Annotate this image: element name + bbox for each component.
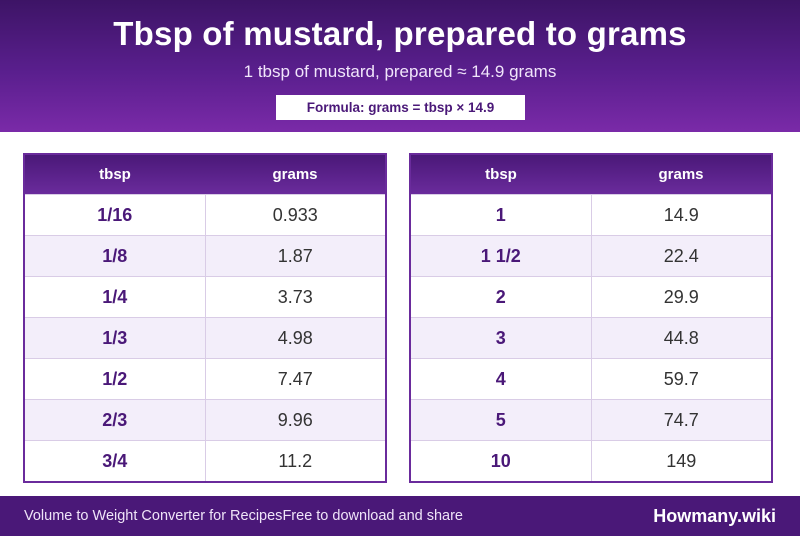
page-title: Tbsp of mustard, prepared to grams [113,15,687,52]
tbsp-cell: 1/16 [25,195,206,235]
tbsp-cell: 1/4 [25,277,206,317]
table-body: 1/16 0.933 1/8 1.87 1/4 3.73 1/3 4.98 1/… [25,194,385,481]
table-row: 1/4 3.73 [25,276,385,317]
grams-cell: 1.87 [277,245,313,266]
grams-cell: 14.9 [663,204,699,225]
page-subtitle: 1 tbsp of mustard, prepared ≈ 14.9 grams [243,62,557,81]
tbsp-cell: 2/3 [25,400,206,440]
footer-bar: Volume to Weight Converter for RecipesFr… [0,496,800,536]
column-header-tbsp: tbsp [485,166,517,183]
table-row: 2/3 9.96 [25,399,385,440]
table-row: 1/8 1.87 [25,235,385,276]
table-row: 1/2 7.47 [25,358,385,399]
footer-share-note: Free to download and share [282,508,464,524]
table-body: 1 14.9 1 1/2 22.4 2 29.9 3 44.8 4 59.7 5… [411,194,771,481]
table-row: 1 14.9 [411,194,771,235]
grams-cell: 29.9 [663,286,699,307]
footer-tagline: Volume to Weight Converter for Recipes [24,508,283,524]
table-row: 3 44.8 [411,317,771,358]
column-header-grams: grams [272,166,318,183]
tbsp-cell: 1/3 [25,318,206,358]
table-row: 4 59.7 [411,358,771,399]
tbsp-cell: 1 [411,195,592,235]
footer-text: Volume to Weight Converter for RecipesFr… [24,496,463,536]
table-row: 3/4 11.2 [25,440,385,481]
tbsp-cell: 3 [411,318,592,358]
grams-cell: 59.7 [663,368,699,389]
tbsp-cell: 1 1/2 [411,236,592,276]
grams-cell: 22.4 [663,245,699,266]
grams-cell: 3.73 [277,286,313,307]
grams-cell: 149 [666,450,697,471]
table-row: 5 74.7 [411,399,771,440]
tbsp-cell: 4 [411,359,592,399]
tbsp-cell: 5 [411,400,592,440]
column-header-tbsp: tbsp [99,166,131,183]
brand-logo-text[interactable]: Howmany.wiki [653,506,776,526]
grams-cell: 44.8 [663,327,699,348]
grams-cell: 0.933 [272,204,318,225]
table-row: 1 1/2 22.4 [411,235,771,276]
tbsp-cell: 2 [411,277,592,317]
table-row: 2 29.9 [411,276,771,317]
grams-cell: 74.7 [663,409,699,430]
tbsp-cell: 1/8 [25,236,206,276]
tbsp-cell: 10 [411,441,592,481]
table-row: 10 149 [411,440,771,481]
table-row: 1/16 0.933 [25,194,385,235]
column-header-grams: grams [658,166,704,183]
conversion-table-left: tbsp grams 1/16 0.933 1/8 1.87 1/4 3.73 … [23,153,387,483]
header-banner: Tbsp of mustard, prepared to grams 1 tbs… [0,0,800,132]
conversion-table-right: tbsp grams 1 14.9 1 1/2 22.4 2 29.9 3 44… [409,153,773,483]
grams-cell: 11.2 [278,450,313,471]
table-header: tbsp grams [25,155,385,194]
grams-cell: 9.96 [277,409,313,430]
grams-cell: 7.47 [277,368,313,389]
formula-badge: Formula: grams = tbsp × 14.9 [276,95,525,120]
table-row: 1/3 4.98 [25,317,385,358]
tbsp-cell: 1/2 [25,359,206,399]
grams-cell: 4.98 [277,327,313,348]
tbsp-cell: 3/4 [25,441,206,481]
table-header: tbsp grams [411,155,771,194]
